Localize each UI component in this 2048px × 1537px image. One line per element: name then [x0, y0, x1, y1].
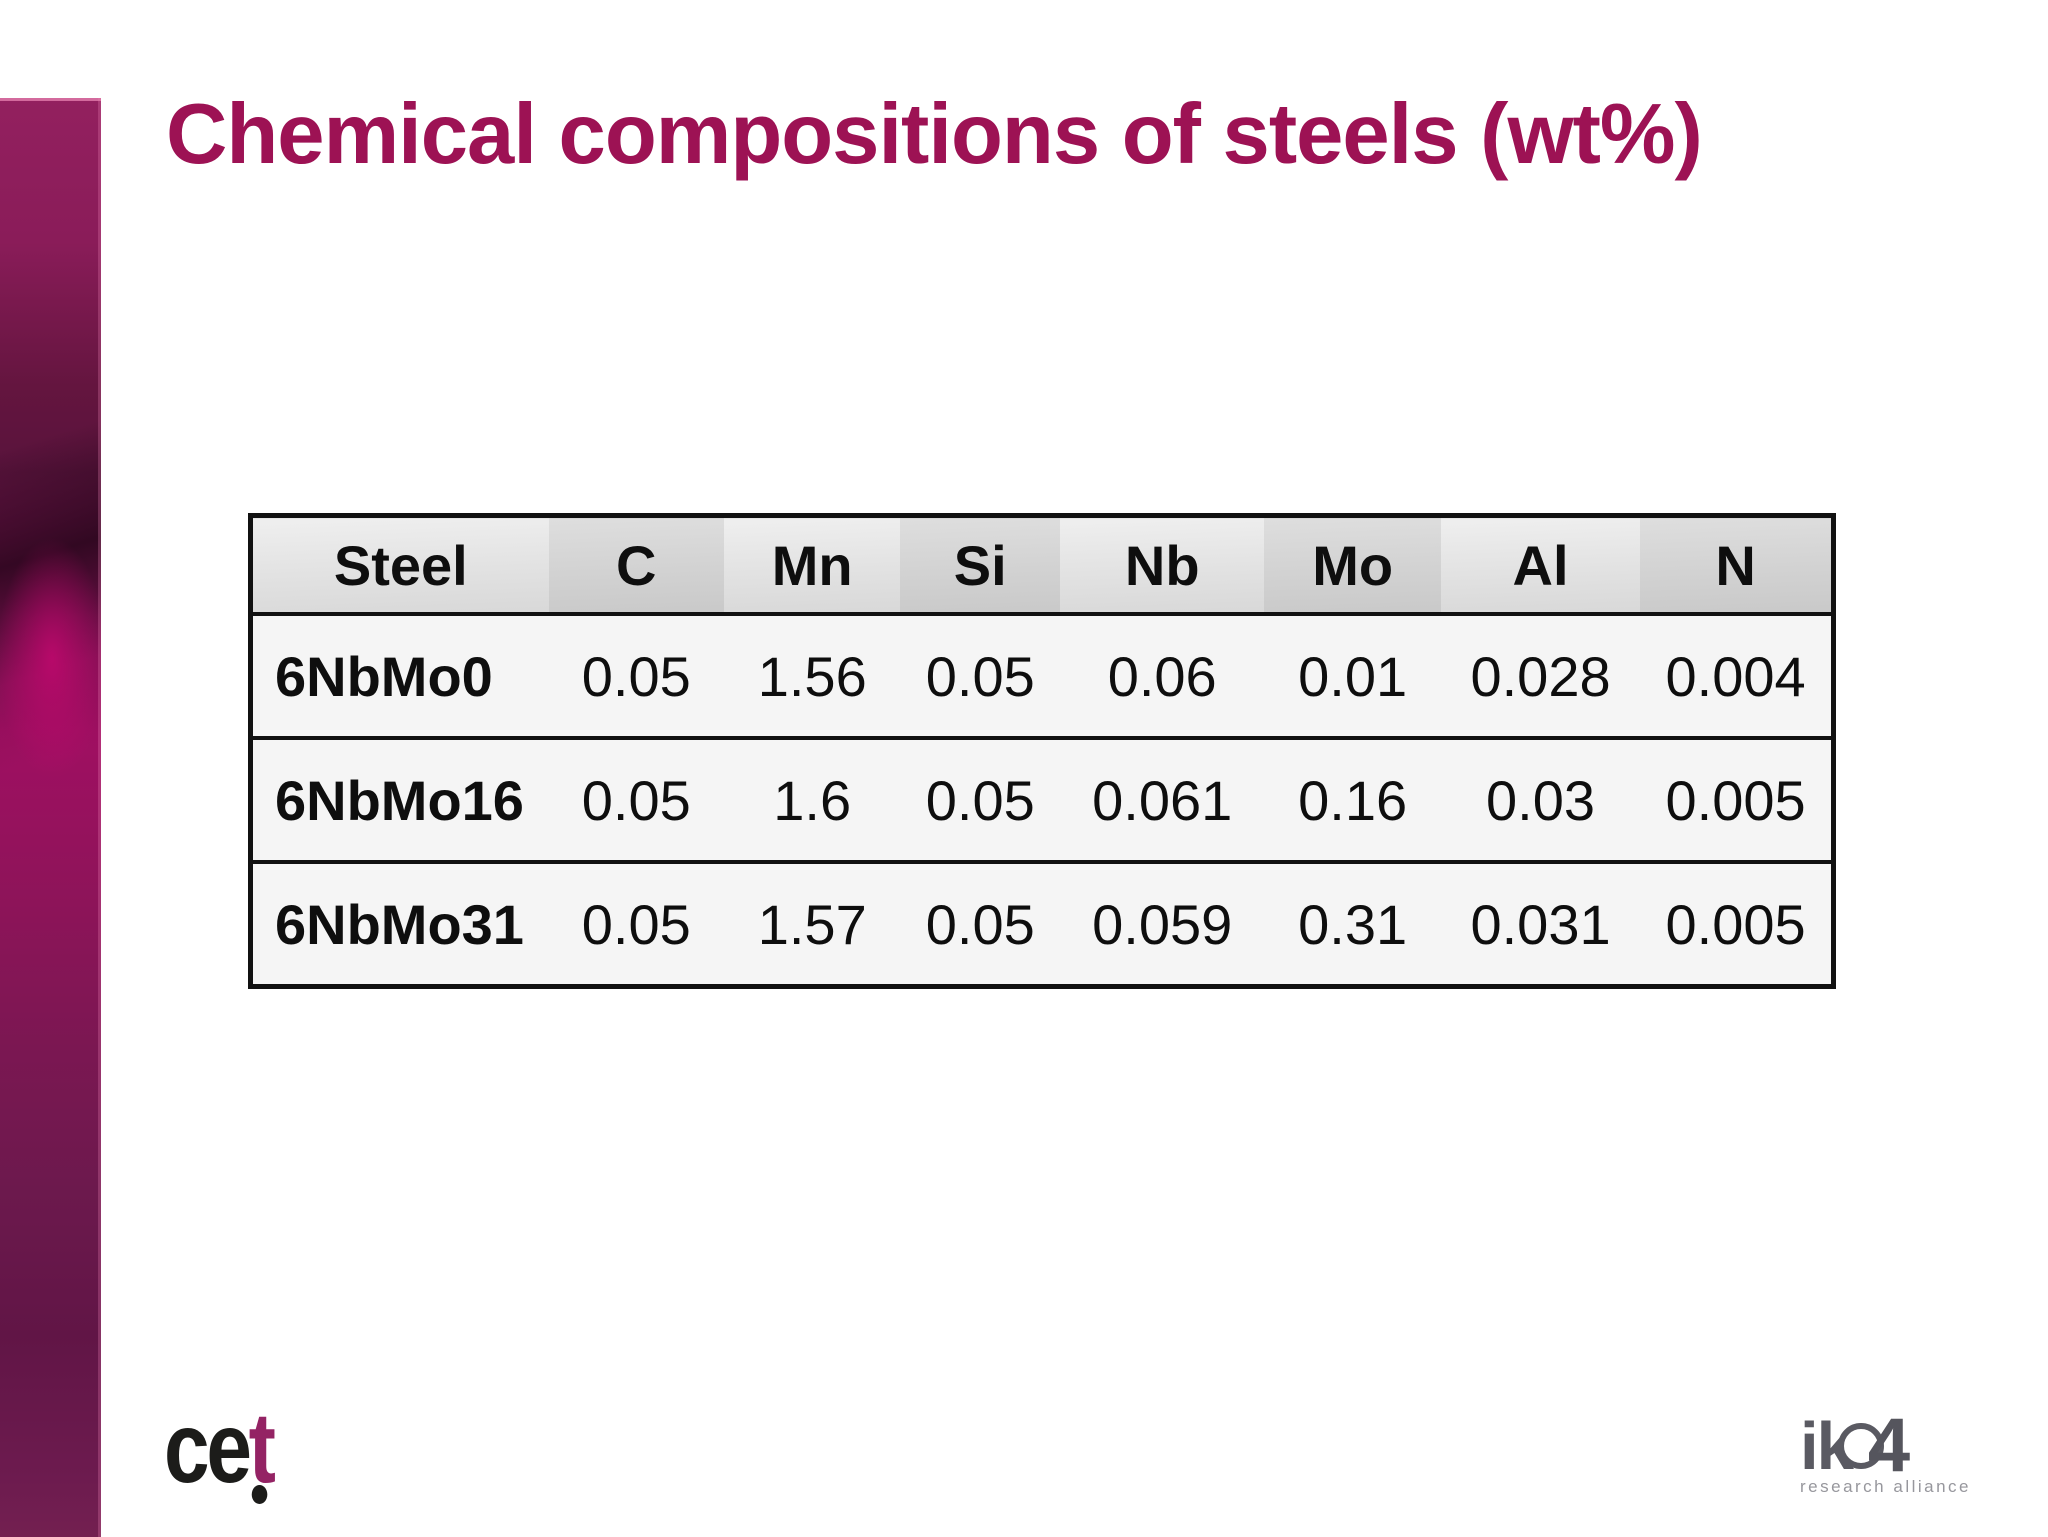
table-row: 6NbMo31 0.05 1.57 0.05 0.059 0.31 0.031 …: [250, 862, 1834, 987]
ceit-logo-text-ce: ce: [164, 1392, 252, 1504]
cell-value: 0.028: [1470, 644, 1611, 708]
cell-value: 0.005: [1665, 768, 1806, 832]
cell-value: 0.05: [925, 892, 1035, 956]
cell-value: 0.05: [925, 768, 1035, 832]
row-label: 6NbMo0: [275, 644, 493, 708]
column-header-mn: Mn: [723, 515, 901, 616]
composition-table-wrapper: Steel C Mn Si Nb Mo Al N 6NbMo0 0.05 1.5…: [248, 513, 1836, 989]
column-header-steel: Steel: [250, 515, 549, 616]
column-header-c: C: [548, 515, 724, 616]
cell-value: 0.061: [1092, 768, 1233, 832]
cell-value: 0.05: [581, 768, 691, 832]
table-row: 6NbMo0 0.05 1.56 0.05 0.06 0.01 0.028 0.…: [250, 614, 1834, 738]
cell-value: 0.05: [925, 644, 1035, 708]
ik4-logo-text-4: 4: [1867, 1403, 1911, 1488]
cell-value: 0.31: [1298, 892, 1408, 956]
column-header-nb: Nb: [1060, 515, 1265, 616]
cell-value: 0.031: [1470, 892, 1611, 956]
column-header-al: Al: [1440, 515, 1641, 616]
cell-value: 1.56: [757, 644, 867, 708]
cell-value: 0.06: [1107, 644, 1217, 708]
cell-value: 0.05: [581, 644, 691, 708]
cell-value: 0.16: [1298, 768, 1408, 832]
slide-title: Chemical compositions of steels (wt%): [166, 87, 1703, 182]
ceit-i-dot-icon: [251, 1485, 268, 1504]
cell-value: 1.57: [757, 892, 867, 956]
cell-value: 0.004: [1665, 644, 1806, 708]
cell-value: 1.6: [773, 768, 852, 832]
ik4-subtitle: research alliance: [1800, 1477, 1972, 1496]
cell-value: 0.01: [1298, 644, 1408, 708]
row-label: 6NbMo16: [275, 768, 524, 832]
column-header-mo: Mo: [1264, 515, 1441, 616]
ceit-logo: ce t: [164, 1398, 276, 1504]
ik4-logo: ik 4 research alliance: [1800, 1408, 1972, 1497]
cell-value: 0.059: [1092, 892, 1233, 956]
table-row: 6NbMo16 0.05 1.6 0.05 0.061 0.16 0.03 0.…: [250, 738, 1834, 862]
ceit-logo-text-t: t: [248, 1392, 276, 1504]
sidebar-decorative-image: [0, 98, 101, 1537]
cell-value: 0.005: [1665, 892, 1806, 956]
column-header-si: Si: [900, 515, 1061, 616]
table-header-row: Steel C Mn Si Nb Mo Al N: [250, 515, 1834, 616]
cell-value: 0.05: [581, 892, 691, 956]
row-label: 6NbMo31: [275, 892, 524, 956]
ik4-logo-row: ik 4: [1800, 1408, 1971, 1484]
composition-table: Steel C Mn Si Nb Mo Al N 6NbMo0 0.05 1.5…: [248, 513, 1836, 989]
ik4-circle-icon: [1837, 1423, 1884, 1469]
column-header-n: N: [1640, 515, 1834, 616]
cell-value: 0.03: [1486, 768, 1596, 832]
